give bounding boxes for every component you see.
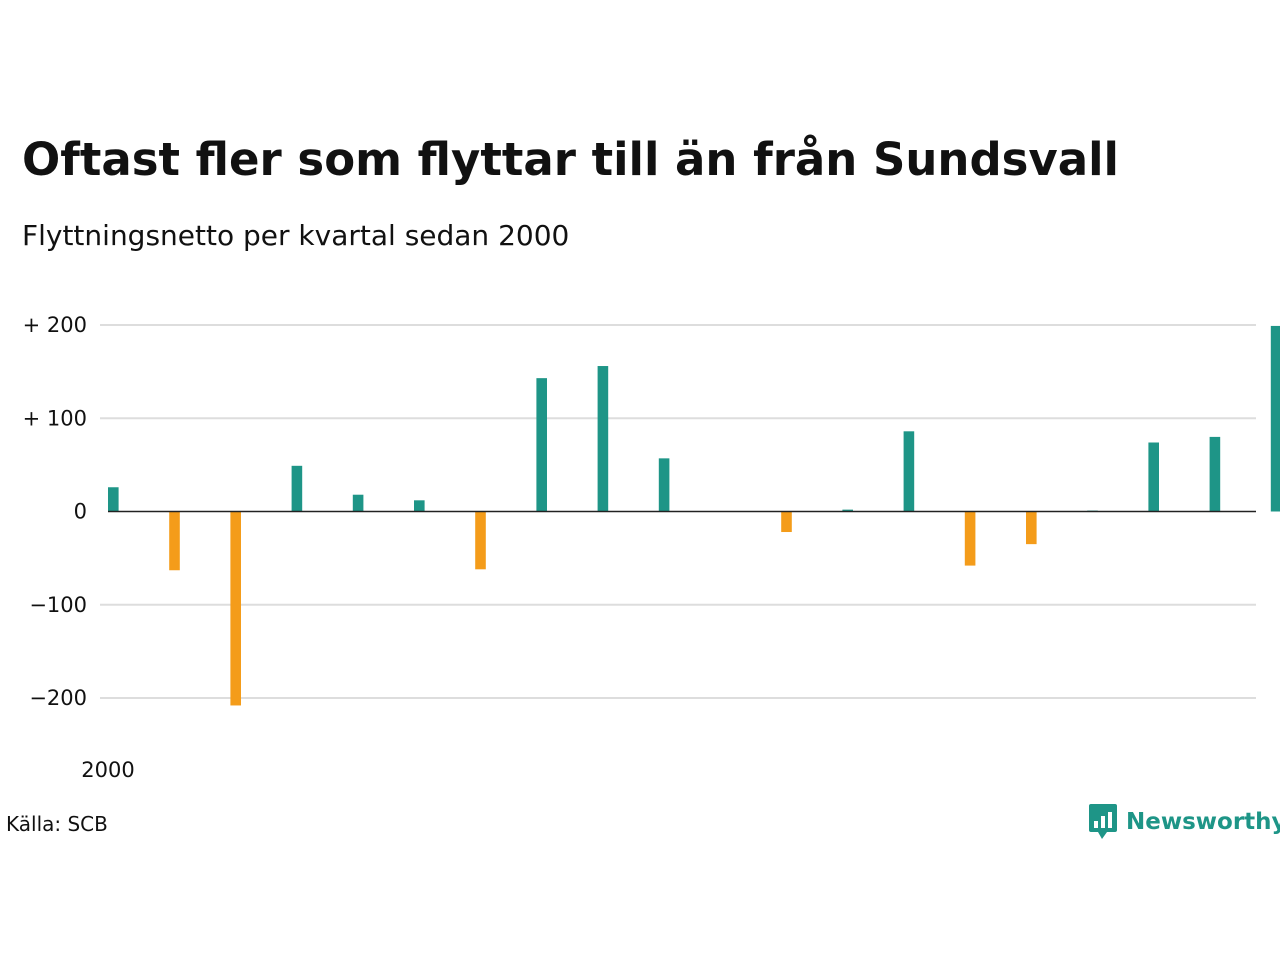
x-tick-label: 2000 [81,758,134,782]
chart-subtitle: Flyttningsnetto per kvartal sedan 2000 [22,219,570,252]
bar-2001Q1 [352,494,364,512]
bar-2003Q1 [842,509,853,512]
bar-2003Q2 [903,431,915,512]
bars [108,325,1280,706]
bar-2002Q1 [597,366,609,512]
y-tick-label: −100 [29,593,87,617]
bar-2000Q2 [169,511,180,571]
bar-2000Q4 [291,465,303,512]
chart-title: Oftast fler som flyttar till än från Sun… [22,133,1119,186]
bar-2004Q2 [1148,442,1159,512]
y-tick-label: + 200 [23,313,87,337]
gridlines [100,324,1256,699]
bar-2001Q4 [536,378,547,512]
brand-logo: Newsworthy [1088,802,1280,842]
bar-2004Q3 [1209,436,1221,512]
y-tick-label: 0 [74,500,87,524]
bar-2002Q4 [781,511,792,533]
bar-2001Q2 [414,500,425,512]
bar-2000Q1 [108,487,119,512]
brand-name: Newsworthy [1126,809,1280,835]
bar-2003Q4 [1026,511,1037,545]
bar-2004Q4 [1270,325,1280,512]
bar-2000Q3 [230,511,241,706]
newsworthy-logo-icon [1089,804,1117,839]
bar-2003Q3 [964,511,976,566]
y-tick-label: + 100 [23,406,87,430]
bar-2001Q3 [475,511,486,570]
source-note: Källa: SCB [6,812,108,836]
y-tick-label: −200 [29,686,87,710]
bar-2002Q2 [658,458,670,512]
